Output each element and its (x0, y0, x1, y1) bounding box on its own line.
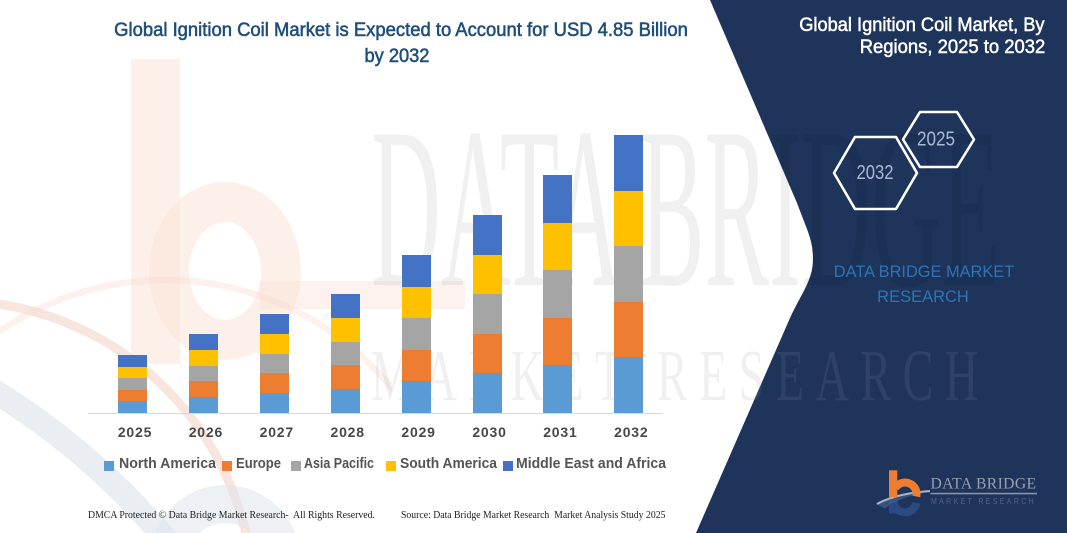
svg-text:MARKET RESEARCH: MARKET RESEARCH (931, 496, 1036, 506)
svg-text:DATA BRIDGE: DATA BRIDGE (931, 475, 1037, 492)
svg-text:2032: 2032 (857, 162, 894, 184)
svg-text:2025: 2025 (917, 128, 955, 150)
